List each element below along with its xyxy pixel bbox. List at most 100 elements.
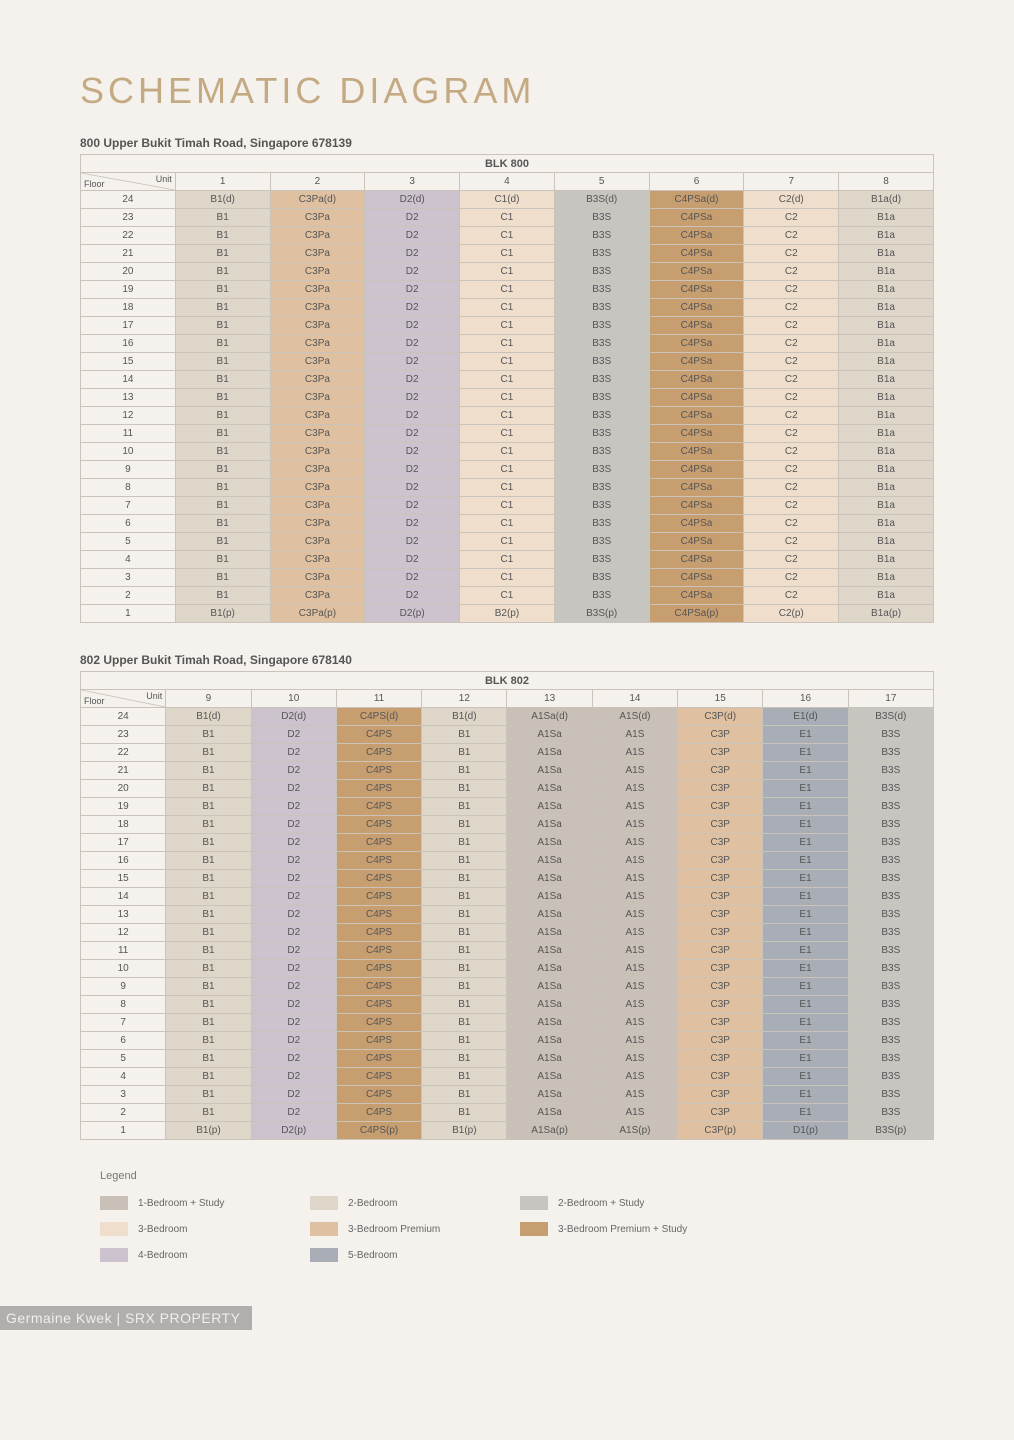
- unit-cell: C1: [460, 515, 555, 533]
- unit-header: 5: [554, 173, 649, 191]
- unit-cell: C3Pa: [270, 317, 365, 335]
- unit-cell: B3S: [848, 816, 933, 834]
- unit-cell: B3S: [848, 1032, 933, 1050]
- unit-cell: B3S: [848, 1104, 933, 1122]
- unit-cell: C4PS: [336, 744, 421, 762]
- unit-cell: B1a: [839, 353, 934, 371]
- unit-cell: B1: [166, 1068, 251, 1086]
- legend-swatch: [310, 1196, 338, 1210]
- unit-cell: B1(p): [175, 605, 270, 623]
- unit-cell: C4PSa: [649, 245, 744, 263]
- floor-label: 17: [81, 834, 166, 852]
- unit-cell: A1S: [592, 1104, 677, 1122]
- unit-cell: C1: [460, 497, 555, 515]
- unit-cell: C1: [460, 335, 555, 353]
- unit-cell: B1: [166, 942, 251, 960]
- unit-cell: B1: [175, 299, 270, 317]
- unit-header: 7: [744, 173, 839, 191]
- unit-cell: A1S: [592, 906, 677, 924]
- unit-cell: C3P: [678, 852, 763, 870]
- unit-cell: D1(p): [763, 1122, 848, 1140]
- unit-cell: B3S: [848, 762, 933, 780]
- floor-label: 2: [81, 1104, 166, 1122]
- unit-cell: B3S: [554, 425, 649, 443]
- unit-cell: B1: [422, 996, 507, 1014]
- unit-cell: A1S: [592, 888, 677, 906]
- unit-cell: C3P: [678, 798, 763, 816]
- unit-cell: C4PS(p): [336, 1122, 421, 1140]
- unit-cell: C1(d): [460, 191, 555, 209]
- unit-cell: D2: [365, 533, 460, 551]
- unit-cell: D2: [251, 1032, 336, 1050]
- floor-label: 18: [81, 816, 166, 834]
- legend-item: 3-Bedroom Premium: [310, 1222, 520, 1236]
- unit-cell: B1(d): [166, 708, 251, 726]
- unit-cell: B1: [422, 978, 507, 996]
- unit-cell: A1S(d): [592, 708, 677, 726]
- floor-label: 19: [81, 281, 176, 299]
- unit-cell: E1: [763, 906, 848, 924]
- unit-cell: C3Pa: [270, 425, 365, 443]
- unit-cell: C3P: [678, 762, 763, 780]
- unit-cell: C1: [460, 389, 555, 407]
- unit-cell: B1a: [839, 479, 934, 497]
- unit-cell: C1: [460, 317, 555, 335]
- unit-cell: C3Pa: [270, 443, 365, 461]
- unit-cell: C3P: [678, 816, 763, 834]
- unit-cell: A1Sa: [507, 924, 592, 942]
- unit-cell: C4PSa: [649, 551, 744, 569]
- unit-cell: C4PS: [336, 1032, 421, 1050]
- unit-cell: B1: [166, 924, 251, 942]
- floor-label: 12: [81, 924, 166, 942]
- unit-cell: C1: [460, 371, 555, 389]
- floor-label: 13: [81, 389, 176, 407]
- legend-item: 3-Bedroom: [100, 1222, 310, 1236]
- schematic-table: BLK 800FloorUnit1234567824B1(d)C3Pa(d)D2…: [80, 154, 934, 623]
- unit-cell: B3S: [554, 335, 649, 353]
- unit-cell: C4PS: [336, 762, 421, 780]
- unit-cell: A1S: [592, 1050, 677, 1068]
- unit-cell: B3S: [554, 227, 649, 245]
- unit-cell: A1Sa: [507, 798, 592, 816]
- floor-label: 6: [81, 1032, 166, 1050]
- legend-swatch: [520, 1222, 548, 1236]
- unit-cell: C3P: [678, 744, 763, 762]
- unit-cell: B3S: [848, 870, 933, 888]
- unit-cell: A1S: [592, 1068, 677, 1086]
- unit-cell: B3S: [848, 888, 933, 906]
- unit-header: 17: [848, 690, 933, 708]
- legend-item: 2-Bedroom + Study: [520, 1196, 730, 1210]
- unit-cell: B1a: [839, 533, 934, 551]
- unit-cell: B1: [175, 551, 270, 569]
- unit-cell: B1: [166, 762, 251, 780]
- unit-cell: B1a: [839, 443, 934, 461]
- address-line: 802 Upper Bukit Timah Road, Singapore 67…: [80, 653, 934, 667]
- unit-cell: C4PS: [336, 924, 421, 942]
- legend-label: 5-Bedroom: [348, 1250, 397, 1261]
- floor-label: 20: [81, 780, 166, 798]
- unit-cell: B1: [166, 1050, 251, 1068]
- unit-cell: C4PS: [336, 780, 421, 798]
- floor-label: 3: [81, 1086, 166, 1104]
- unit-cell: C4PSa: [649, 479, 744, 497]
- unit-cell: B1: [422, 744, 507, 762]
- unit-cell: D2: [365, 389, 460, 407]
- unit-cell: A1S(p): [592, 1122, 677, 1140]
- unit-header: 10: [251, 690, 336, 708]
- unit-cell: D2: [365, 515, 460, 533]
- unit-cell: E1: [763, 924, 848, 942]
- unit-cell: C1: [460, 353, 555, 371]
- unit-cell: C4PS: [336, 1050, 421, 1068]
- unit-cell: C4PSa(p): [649, 605, 744, 623]
- unit-cell: C1: [460, 281, 555, 299]
- unit-cell: D2: [251, 942, 336, 960]
- floor-label: 10: [81, 443, 176, 461]
- floor-label: 9: [81, 461, 176, 479]
- floor-label: 18: [81, 299, 176, 317]
- unit-cell: B1: [175, 461, 270, 479]
- unit-cell: B1: [175, 317, 270, 335]
- unit-cell: C3Pa: [270, 551, 365, 569]
- unit-cell: C3P: [678, 1032, 763, 1050]
- unit-cell: C2: [744, 263, 839, 281]
- legend-item: 2-Bedroom: [310, 1196, 520, 1210]
